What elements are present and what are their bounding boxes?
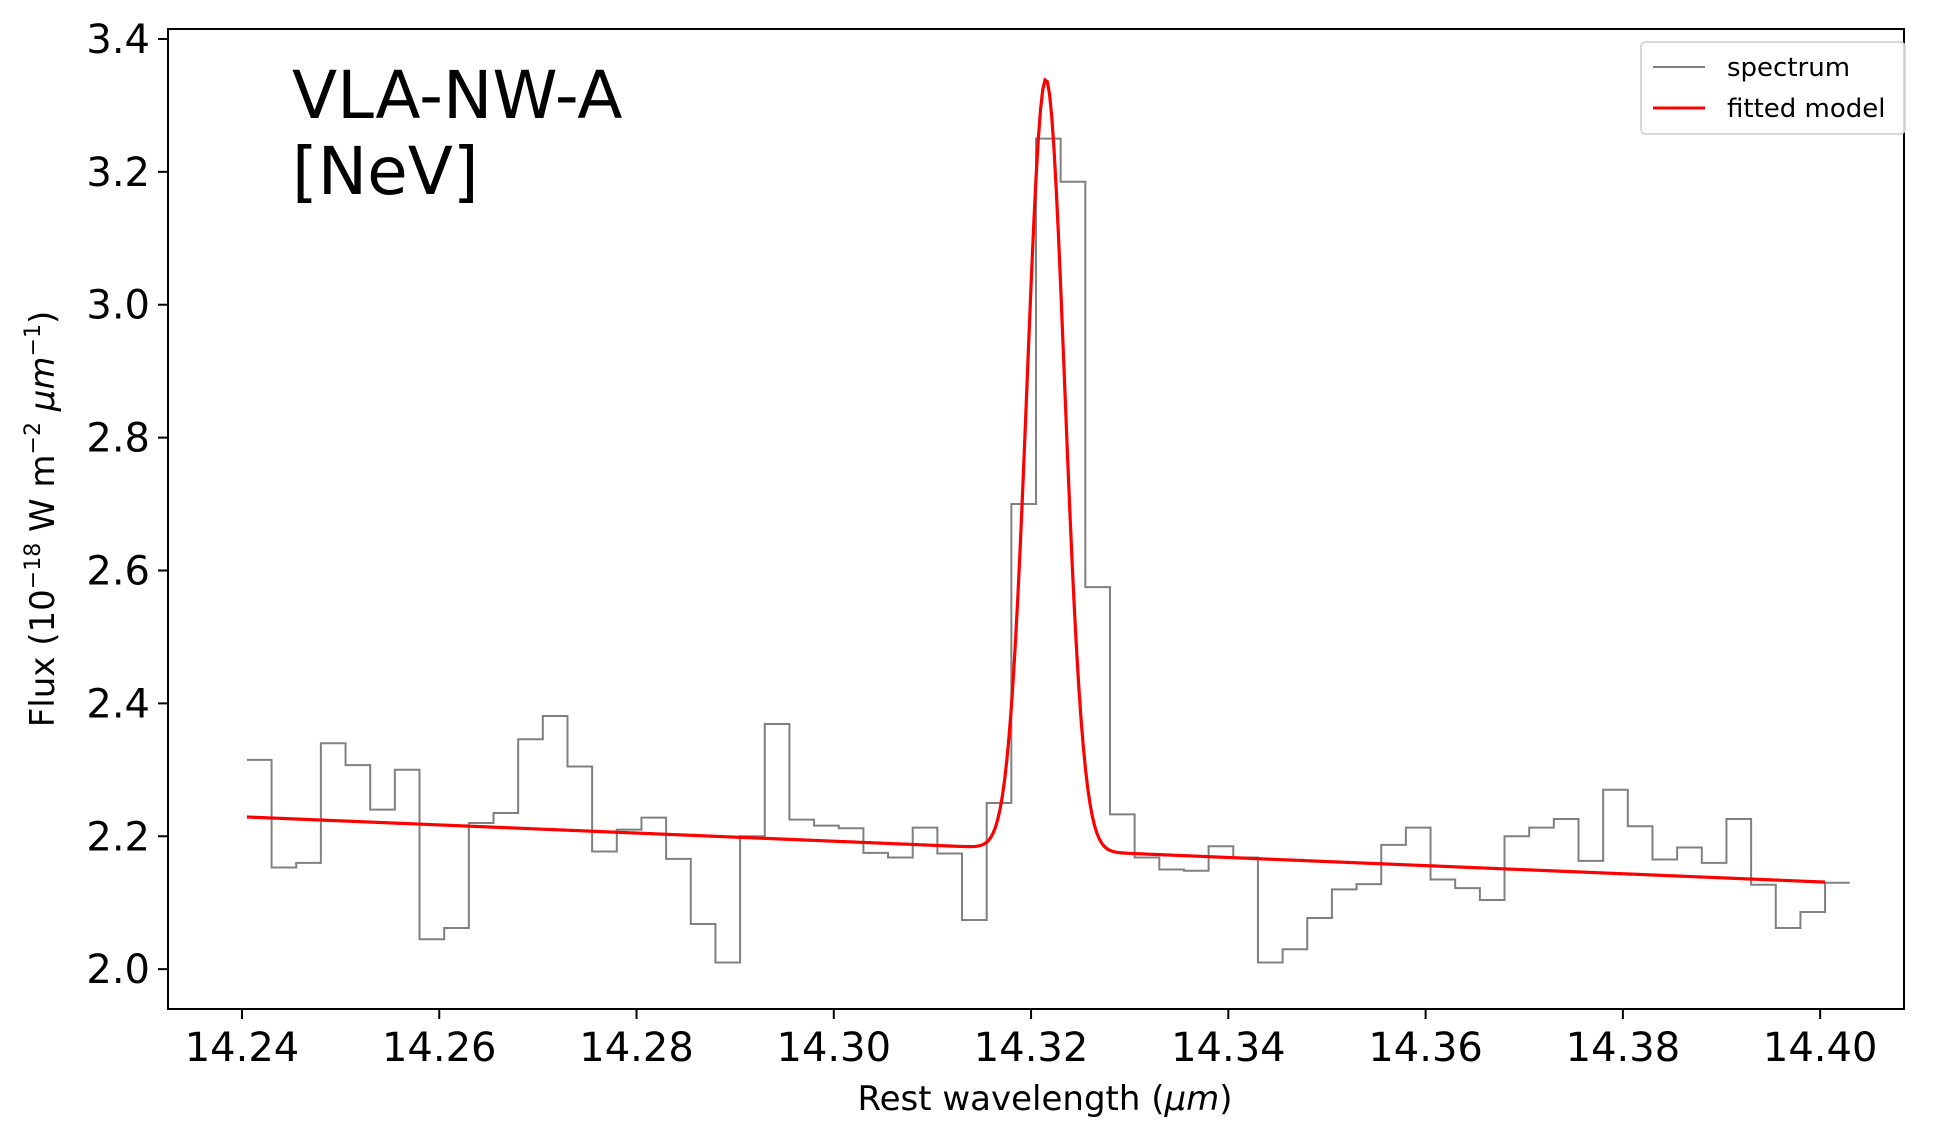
y-tick-label: 2.6 <box>86 548 150 594</box>
x-axis-label: Rest wavelength (μm) <box>857 1079 1232 1119</box>
y-tick-label: 3.4 <box>86 17 150 63</box>
y-tick-label: 2.2 <box>86 814 150 860</box>
y-tick-label: 3.0 <box>86 283 150 329</box>
x-tick-label: 14.38 <box>1566 1025 1681 1071</box>
legend-spectrum-label: spectrum <box>1727 53 1850 83</box>
chart-axes: 14.24 14.26 14.28 14.30 14.32 14.34 14.36 14.38… <box>86 17 1877 1071</box>
plot-frame <box>167 28 1905 1010</box>
x-tick-label: 14.40 <box>1763 1025 1878 1071</box>
y-tick-label: 2.0 <box>86 947 150 993</box>
y-tick-label: 3.2 <box>86 150 150 196</box>
y-tick-label: 2.4 <box>86 681 150 727</box>
x-tick-label: 14.30 <box>777 1025 892 1071</box>
legend-frame <box>1640 41 1906 135</box>
legend: spectrum fitted model <box>1640 41 1906 135</box>
x-tick-label: 14.36 <box>1368 1025 1483 1071</box>
spectrum-series-line <box>246 137 1850 964</box>
chart-marks <box>246 77 1850 964</box>
legend-model-label: fitted model <box>1727 94 1886 124</box>
annotation-line-2: [NeV] <box>292 133 479 210</box>
x-tick-label: 14.24 <box>185 1025 300 1071</box>
x-tick-label: 14.26 <box>382 1025 497 1071</box>
x-tick-label: 14.28 <box>579 1025 694 1071</box>
x-tick-label: 14.34 <box>1171 1025 1286 1071</box>
y-tick-label: 2.8 <box>86 416 150 462</box>
y-axis-label: Flux (10−18 W m−2 μm−1) <box>21 311 63 728</box>
annotation-line-1: VLA-NW-A <box>292 57 622 134</box>
fitted-model-series-line <box>246 77 1826 884</box>
x-tick-label: 14.32 <box>974 1025 1089 1071</box>
